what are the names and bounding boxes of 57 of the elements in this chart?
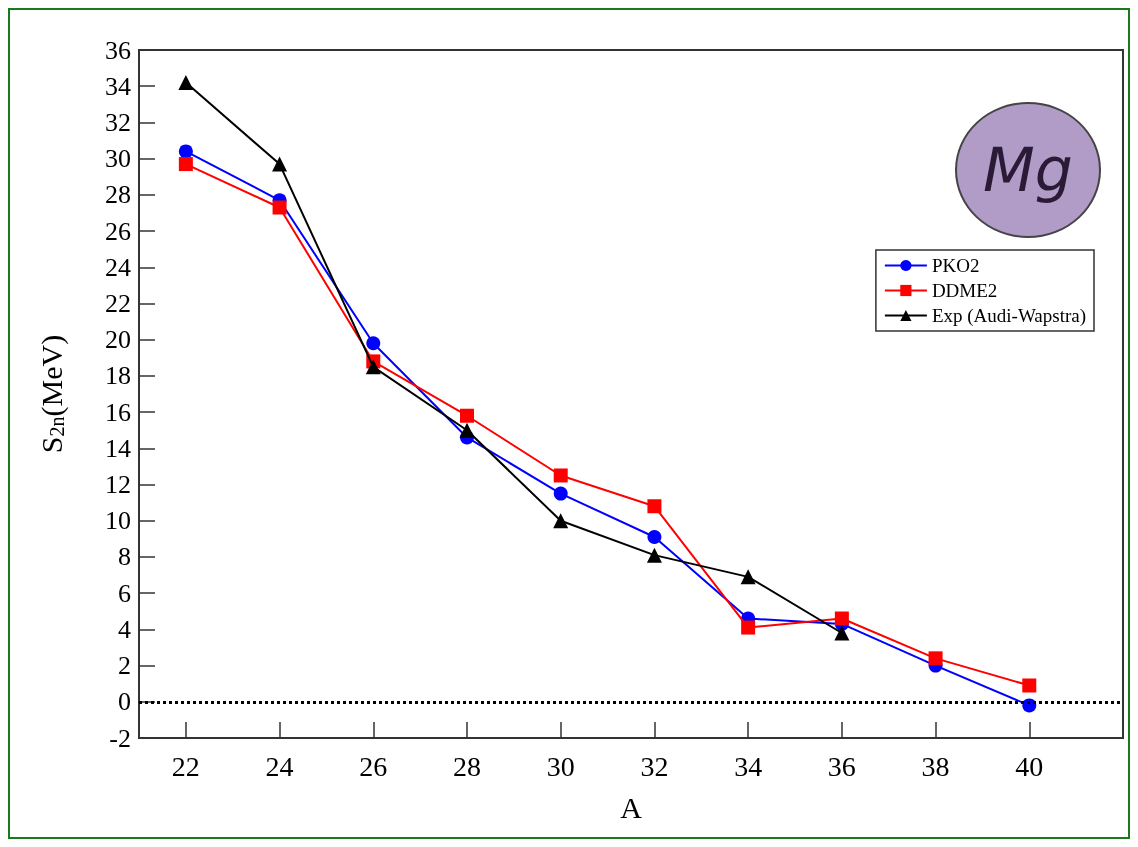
legend-label: Exp (Audi-Wapstra) bbox=[931, 305, 1087, 327]
x-tick-label: 24 bbox=[265, 750, 294, 782]
point bbox=[459, 422, 475, 438]
x-tick-label: 22 bbox=[171, 750, 200, 782]
point bbox=[646, 547, 662, 563]
point bbox=[178, 157, 193, 172]
x-tick-label: 36 bbox=[827, 750, 856, 782]
point bbox=[460, 408, 474, 423]
y-tick-label: 34 bbox=[105, 71, 131, 101]
point bbox=[741, 620, 756, 635]
point bbox=[928, 651, 943, 666]
y-tick-label: 18 bbox=[105, 361, 131, 391]
y-tick-label: 12 bbox=[105, 470, 131, 500]
point bbox=[647, 530, 662, 545]
legend-label: DDME2 bbox=[931, 280, 998, 301]
y-tick-label: 30 bbox=[105, 144, 131, 174]
annotation: Mg bbox=[983, 135, 1073, 205]
y-tick-label: 32 bbox=[105, 107, 131, 137]
y-tick-label: 8 bbox=[118, 542, 131, 572]
y-tick-label: 0 bbox=[118, 687, 131, 717]
y-tick-label: 10 bbox=[105, 506, 131, 536]
legend-label: PKO2 bbox=[931, 255, 980, 276]
point bbox=[365, 359, 381, 375]
x-tick-label: 28 bbox=[453, 750, 481, 782]
y-tick-label: 36 bbox=[105, 35, 131, 65]
y-tick-label: 14 bbox=[105, 433, 131, 463]
point bbox=[178, 75, 194, 91]
y-tick-label: 2 bbox=[118, 651, 131, 681]
x-tick-label: 34 bbox=[734, 750, 763, 782]
y-tick-label: -2 bbox=[109, 723, 131, 753]
point bbox=[553, 513, 569, 529]
x-axis-title: A bbox=[620, 790, 643, 824]
point bbox=[272, 200, 287, 215]
point bbox=[272, 156, 288, 172]
y-tick-label: 16 bbox=[105, 397, 131, 427]
point bbox=[740, 569, 756, 585]
y-tick-label: 26 bbox=[105, 216, 131, 246]
x-tick-label: 30 bbox=[546, 750, 575, 782]
point bbox=[647, 499, 662, 514]
y-axis-title: S2n(MeV) bbox=[34, 334, 69, 454]
y-tick-label: 20 bbox=[105, 325, 131, 355]
point bbox=[1022, 678, 1037, 693]
point bbox=[553, 486, 568, 501]
y-tick-label: 28 bbox=[105, 180, 131, 210]
y-tick-label: 22 bbox=[105, 288, 131, 318]
y-tick-label: 6 bbox=[118, 578, 131, 608]
point bbox=[178, 144, 193, 159]
point bbox=[366, 336, 381, 351]
x-tick-label: 26 bbox=[359, 750, 388, 782]
x-tick-label: 32 bbox=[640, 750, 669, 782]
y-tick-label: 4 bbox=[118, 614, 131, 644]
x-tick-label: 38 bbox=[921, 750, 950, 782]
point bbox=[553, 468, 568, 483]
y-tick-label: 24 bbox=[105, 252, 131, 282]
x-tick-label: 40 bbox=[1015, 750, 1044, 782]
point bbox=[834, 611, 849, 626]
point bbox=[834, 625, 850, 641]
